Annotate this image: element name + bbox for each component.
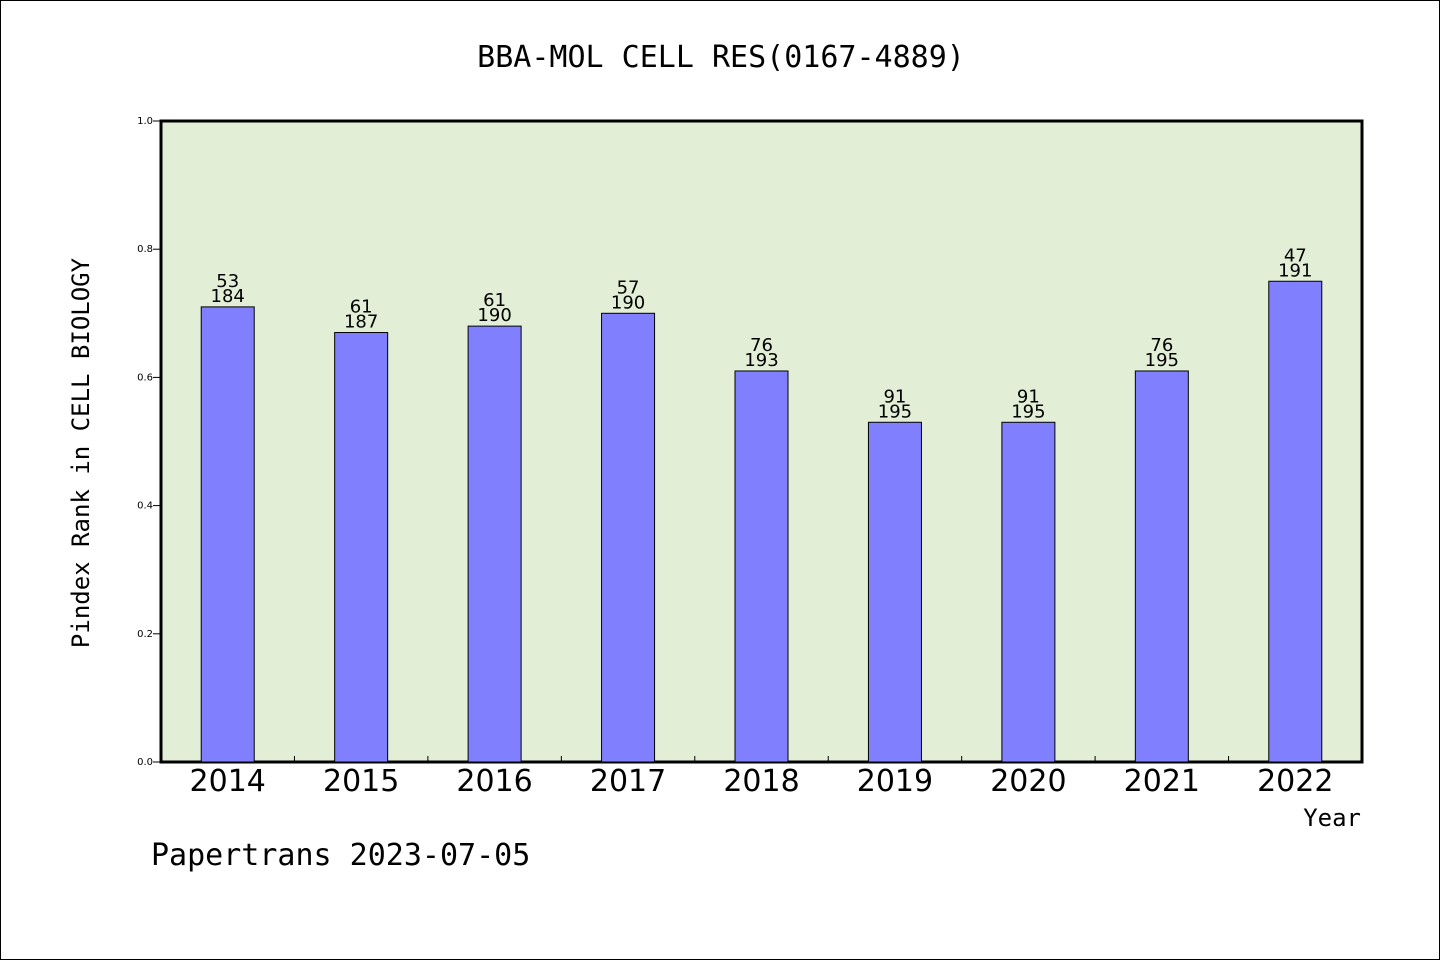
y-tick-label: 0.4 [137, 501, 153, 512]
data-label-total: 195 [878, 401, 912, 422]
data-label-total: 191 [1278, 260, 1312, 281]
data-label-total: 190 [477, 305, 511, 326]
data-label-total: 187 [344, 312, 378, 333]
y-tick-label: 0.2 [137, 629, 153, 640]
y-axis-label: Pindex Rank in CELL BIOLOGY [67, 257, 95, 648]
x-tick-label: 2016 [456, 764, 532, 799]
bar [467, 325, 522, 763]
data-label-rank: 91 [883, 386, 906, 407]
y-axis: 0.0 0.2 0.4 0.6 0.8 1.0 [137, 116, 161, 768]
data-label-rank: 61 [483, 290, 506, 311]
x-tick-label: 2020 [990, 764, 1066, 799]
x-axis-label: Year [1303, 804, 1361, 832]
data-label-total: 184 [211, 286, 245, 307]
x-tick-label: 2021 [1124, 764, 1200, 799]
bars: 5318461187611905719076193911959119576195… [200, 245, 1323, 763]
y-tick-label: 0.8 [137, 244, 153, 255]
bar [734, 370, 789, 763]
data-label-total: 193 [744, 350, 778, 371]
footer-credit: Papertrans 2023-07-05 [151, 838, 530, 873]
data-label-total: 190 [611, 292, 645, 313]
y-tick-label: 1.0 [137, 116, 153, 127]
data-label-rank: 61 [350, 297, 373, 318]
bar [1134, 370, 1189, 763]
y-tick-label: 0.0 [137, 757, 153, 768]
data-label-rank: 57 [617, 277, 640, 298]
bar [1001, 421, 1056, 763]
data-label-rank: 76 [750, 335, 773, 356]
x-axis: 2014 2015 2016 2017 2018 2019 2020 2021 2022 [190, 756, 1333, 799]
x-tick-label: 2017 [590, 764, 666, 799]
x-tick-label: 2022 [1257, 764, 1333, 799]
data-label-rank: 76 [1150, 335, 1173, 356]
data-label-total: 195 [1145, 350, 1179, 371]
x-tick-label: 2019 [857, 764, 933, 799]
y-tick-label: 0.6 [137, 372, 153, 383]
bar [867, 421, 922, 763]
chart-title: BBA-MOL CELL RES(0167-4889) [477, 40, 965, 75]
x-tick-label: 2018 [723, 764, 799, 799]
data-label-rank: 47 [1284, 245, 1307, 266]
bar [1268, 280, 1323, 763]
bar [200, 306, 255, 763]
data-label-rank: 53 [216, 271, 239, 292]
data-label-total: 195 [1011, 401, 1045, 422]
x-tick-label: 2015 [323, 764, 399, 799]
x-tick-label: 2014 [190, 764, 266, 799]
bar [334, 332, 389, 763]
bar [601, 312, 656, 763]
data-label-rank: 91 [1017, 386, 1040, 407]
